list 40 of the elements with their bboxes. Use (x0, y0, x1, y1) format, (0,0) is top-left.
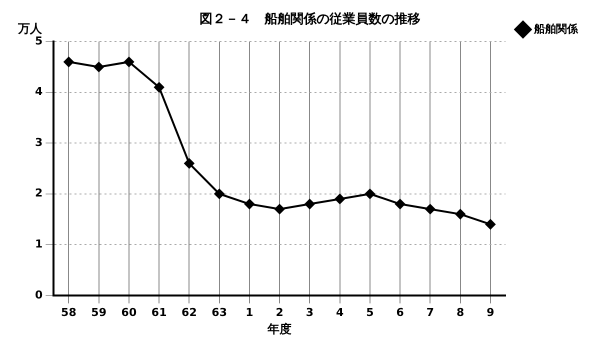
point (64, 56, 74, 67)
x-tick-label: 2 (276, 306, 284, 319)
point (425, 204, 436, 214)
chart-title: 図２－４ 船舶関係の従業員数の推移 (200, 12, 420, 28)
y-tick-label: 0 (35, 288, 43, 302)
point (334, 194, 345, 204)
point (154, 82, 164, 92)
y-axis-title: 万人 (17, 22, 43, 36)
y-tick-label: 4 (35, 85, 43, 98)
x-tick-label: 1 (246, 306, 254, 319)
x-tick-label: 61 (151, 306, 167, 319)
x-tick-label: 63 (212, 306, 227, 319)
y-tick-label: 3 (35, 136, 43, 149)
point (364, 188, 375, 199)
point (94, 62, 104, 72)
x-tick-label: 60 (121, 306, 137, 319)
x-tick-label: 3 (306, 306, 314, 319)
x-tick-label: 62 (182, 306, 197, 319)
point (214, 188, 224, 199)
x-tick-label: 8 (456, 306, 464, 319)
x-tick-label: 5 (366, 306, 374, 319)
point (485, 219, 496, 230)
legend-label: 船舶関係 (533, 22, 579, 36)
point (274, 204, 285, 214)
point (304, 199, 315, 210)
point (184, 158, 194, 168)
x-tick-label: 7 (426, 306, 434, 319)
x-tick-label: 58 (61, 306, 76, 319)
x-tick-label: 59 (91, 306, 106, 319)
point (395, 199, 406, 210)
x-axis-title: 年度 (266, 322, 292, 336)
point (124, 56, 134, 67)
point (455, 209, 466, 220)
point (244, 199, 254, 210)
y-tick-label: 2 (35, 186, 43, 200)
x-tick-label: 9 (486, 306, 494, 319)
x-tick-label: 6 (396, 306, 404, 319)
x-tick-label: 4 (336, 306, 344, 319)
y-tick-label: 1 (35, 238, 43, 250)
y-tick-label: 5 (35, 34, 43, 48)
